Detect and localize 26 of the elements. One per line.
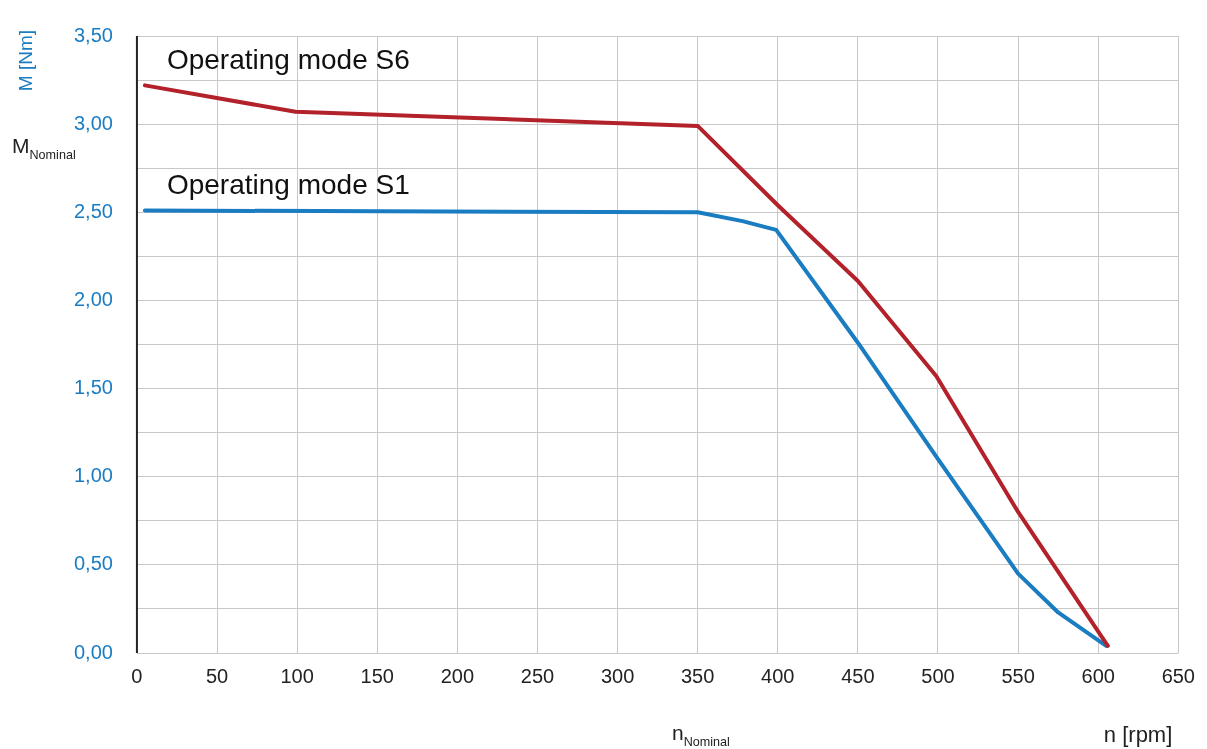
x-tick-label: 500 — [921, 664, 955, 687]
y-tick-label: 0,50 — [73, 552, 113, 575]
x-tick-label: 300 — [600, 664, 635, 687]
x-tick-label: 150 — [360, 664, 394, 687]
y-tick-label: 0,00 — [73, 640, 113, 663]
series-label: Operating mode S1 — [166, 169, 410, 201]
x-tick-label: 100 — [280, 664, 314, 687]
x-tick-label: 0 — [131, 664, 143, 687]
y-axis-title: M [Nm] — [14, 30, 36, 92]
x-tick-label: 200 — [440, 664, 475, 687]
x-tick-label: 600 — [1081, 664, 1115, 687]
x-tick-label: 50 — [205, 664, 229, 687]
y-tick-label: 3,50 — [73, 23, 113, 46]
y-tick-label: 2,00 — [73, 287, 113, 310]
y-tick-label: 1,00 — [73, 464, 113, 487]
x-tick-label: 450 — [841, 664, 875, 687]
y-tick-label: 1,50 — [73, 376, 113, 399]
x-tick-label: 250 — [520, 664, 555, 687]
x-axis-title: n [rpm] — [1103, 722, 1173, 747]
x-tick-label: 350 — [680, 664, 715, 687]
y-tick-label: 2,50 — [73, 199, 113, 222]
y-tick-label: 3,00 — [73, 111, 113, 134]
x-tick-label: 650 — [1161, 664, 1195, 687]
series-label: Operating mode S6 — [166, 44, 410, 76]
x-tick-label: 400 — [761, 664, 795, 687]
x-tick-label: 550 — [1001, 664, 1035, 687]
